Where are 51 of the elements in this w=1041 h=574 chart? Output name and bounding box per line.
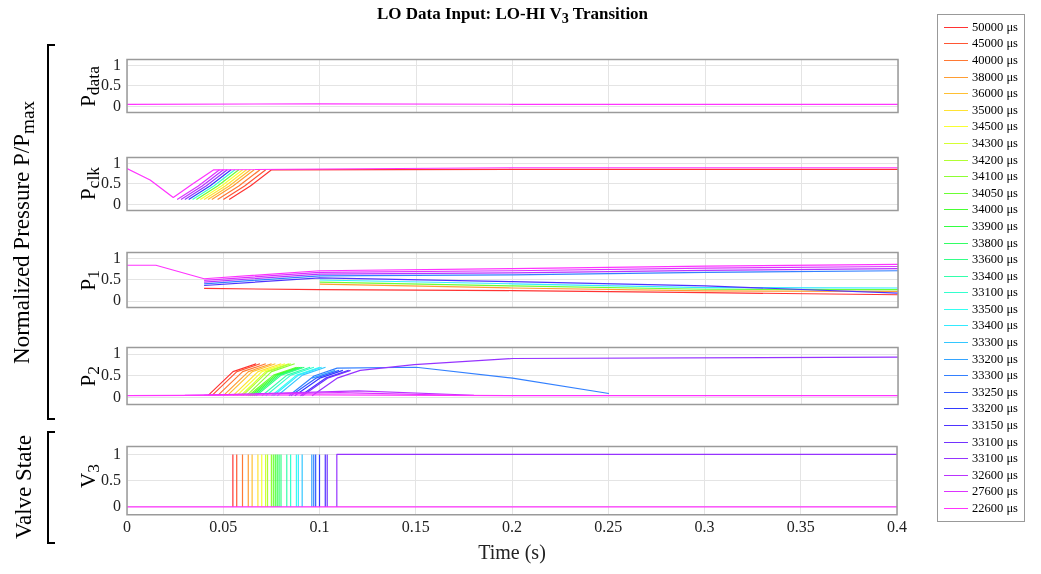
legend-label: 36000 μs [972,86,1018,102]
legend-label: 35000 μs [972,102,1018,118]
x-tick-label: 0.3 [694,517,715,535]
legend-label: 34050 μs [972,185,1018,201]
x-tick-label: 0.2 [502,517,522,535]
legend-label: 33100 μs [972,285,1018,301]
legend-label: 32600 μs [972,467,1018,483]
legend-label: 34200 μs [972,152,1018,168]
legend-label: 33500 μs [972,301,1018,317]
y-tick-label: 1 [113,444,121,462]
legend-label: 33100 μs [972,451,1018,467]
legend-label: 34500 μs [972,119,1018,135]
x-tick-label: 0.15 [401,517,430,535]
legend-label: 34300 μs [972,135,1018,151]
y-tick-label: 0 [113,497,121,515]
x-tick-label: 0.35 [786,517,815,535]
legend-label: 33300 μs [972,335,1018,351]
y-tick-label: 0 [113,194,121,212]
legend-label: 27600 μs [972,484,1018,500]
legend-label: 33300 μs [972,368,1018,384]
y-tick-label: 0 [113,388,121,406]
legend-label: 33200 μs [972,401,1018,417]
legend-label: 34100 μs [972,169,1018,185]
y-tick-label: 0 [113,96,121,114]
x-tick-label: 0.05 [209,517,238,535]
legend-label: 33200 μs [972,351,1018,367]
y-tick-label: 0 [113,291,121,309]
legend-label: 33900 μs [972,218,1018,234]
x-tick-label: 0.1 [309,517,330,535]
legend-label: 33800 μs [972,235,1018,251]
legend-label: 33250 μs [972,384,1018,400]
legend-label: 38000 μs [972,69,1018,85]
legend-label: 33400 μs [972,318,1018,334]
legend-label: 22600 μs [972,501,1018,517]
chart-title: LO Data Input: LO-HI V$_{3}$ Transition [375,4,650,28]
legend-label: 33600 μs [972,252,1018,268]
text: Valve State [11,435,37,540]
legend-label: 40000 μs [972,52,1018,68]
legend-label: 50000 μs [972,19,1018,35]
legend-label: 45000 μs [972,36,1018,52]
y-tick-label: 1 [113,344,121,362]
y-tick-label: 1 [113,249,121,267]
y-tick-label: 1 [113,55,121,73]
legend-label: 34000 μs [972,202,1018,218]
x-tick-label: 0.4 [887,517,907,535]
legend-label: 33400 μs [972,268,1018,284]
legend-label: 33100 μs [972,434,1018,450]
legend-label: 33150 μs [972,418,1018,434]
x-tick-label: 0.25 [594,517,623,535]
x-axis-title: Time (s) [478,541,546,565]
y-tick-label: 1 [113,153,121,171]
